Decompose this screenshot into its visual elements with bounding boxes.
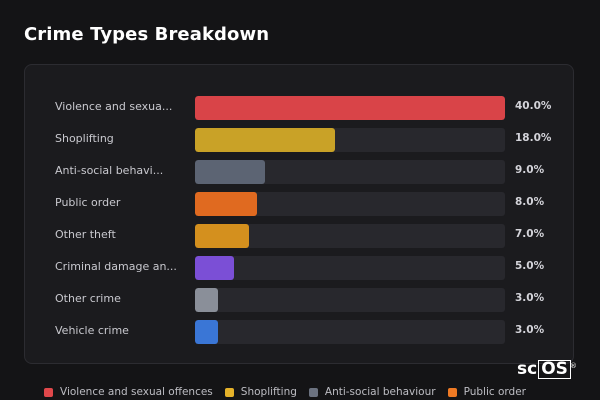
legend-swatch <box>308 387 318 397</box>
bar-value-label: 7.0% <box>515 228 545 240</box>
bar <box>195 128 335 152</box>
bar-category-label: Anti-social behavi... <box>55 164 164 177</box>
bar-track <box>195 160 505 184</box>
legend-swatch <box>44 387 53 397</box>
bar-category-label: Public order <box>55 196 121 209</box>
legend-label: Violence and sexual offences <box>60 386 213 398</box>
legend-item: Public order <box>447 386 526 398</box>
legend-label: Public order <box>463 386 526 398</box>
bar-category-label: Criminal damage an... <box>55 260 177 273</box>
legend-swatch <box>224 387 234 397</box>
bar-row: Anti-social behavi... 9.0% <box>25 158 573 190</box>
bar <box>195 288 219 312</box>
bar-rows: Violence and sexua... 40.0% Shoplifting 18.… <box>25 94 573 350</box>
legend-item: Shoplifting <box>224 386 297 398</box>
chart-panel: Violence and sexua... 40.0% Shoplifting 18.… <box>24 64 574 364</box>
legend-item: Violence and sexual offences <box>44 386 213 398</box>
bar <box>195 160 265 184</box>
bar-value-label: 3.0% <box>515 292 545 304</box>
bar <box>195 224 250 248</box>
bar-row: Public order 8.0% <box>25 190 573 222</box>
page-title: Crime Types Breakdown <box>24 24 270 45</box>
bar-value-label: 18.0% <box>515 132 552 144</box>
bar <box>195 320 219 344</box>
bar-track <box>195 320 505 344</box>
bar-track <box>195 96 505 120</box>
bar-value-label: 8.0% <box>515 196 545 208</box>
bar-category-label: Vehicle crime <box>55 324 129 337</box>
bar-row: Other theft 7.0% <box>25 222 573 254</box>
bar-row: Criminal damage an... 5.0% <box>25 254 573 286</box>
bar-value-label: 3.0% <box>515 324 545 336</box>
chart-legend: Violence and sexual offences Shoplifting A… <box>44 386 526 398</box>
bar-row: Violence and sexua... 40.0% <box>25 94 573 126</box>
bar-value-label: 5.0% <box>515 260 545 272</box>
bar-track <box>195 288 505 312</box>
bar-row: Vehicle crime 3.0% <box>25 318 573 350</box>
bar <box>195 96 505 120</box>
legend-label: Shoplifting <box>240 386 297 398</box>
bar-category-label: Other theft <box>55 228 116 241</box>
legend-item: Anti-social behaviour <box>308 386 436 398</box>
bar-row: Shoplifting 18.0% <box>25 126 573 158</box>
bar-row: Other crime 3.0% <box>25 286 573 318</box>
legend-swatch <box>447 387 457 397</box>
scos-logo: sc OS ® <box>517 358 577 379</box>
bar-track <box>195 128 505 152</box>
bar-category-label: Violence and sexua... <box>55 100 173 113</box>
bar <box>195 256 234 280</box>
legend-label: Anti-social behaviour <box>324 386 436 398</box>
bar-track <box>195 256 505 280</box>
bar-value-label: 40.0% <box>515 100 552 112</box>
bar-track <box>195 224 505 248</box>
bar-category-label: Other crime <box>55 292 121 305</box>
bar <box>195 192 257 216</box>
bar-track <box>195 192 505 216</box>
bar-value-label: 9.0% <box>515 164 545 176</box>
bar-category-label: Shoplifting <box>55 132 114 145</box>
